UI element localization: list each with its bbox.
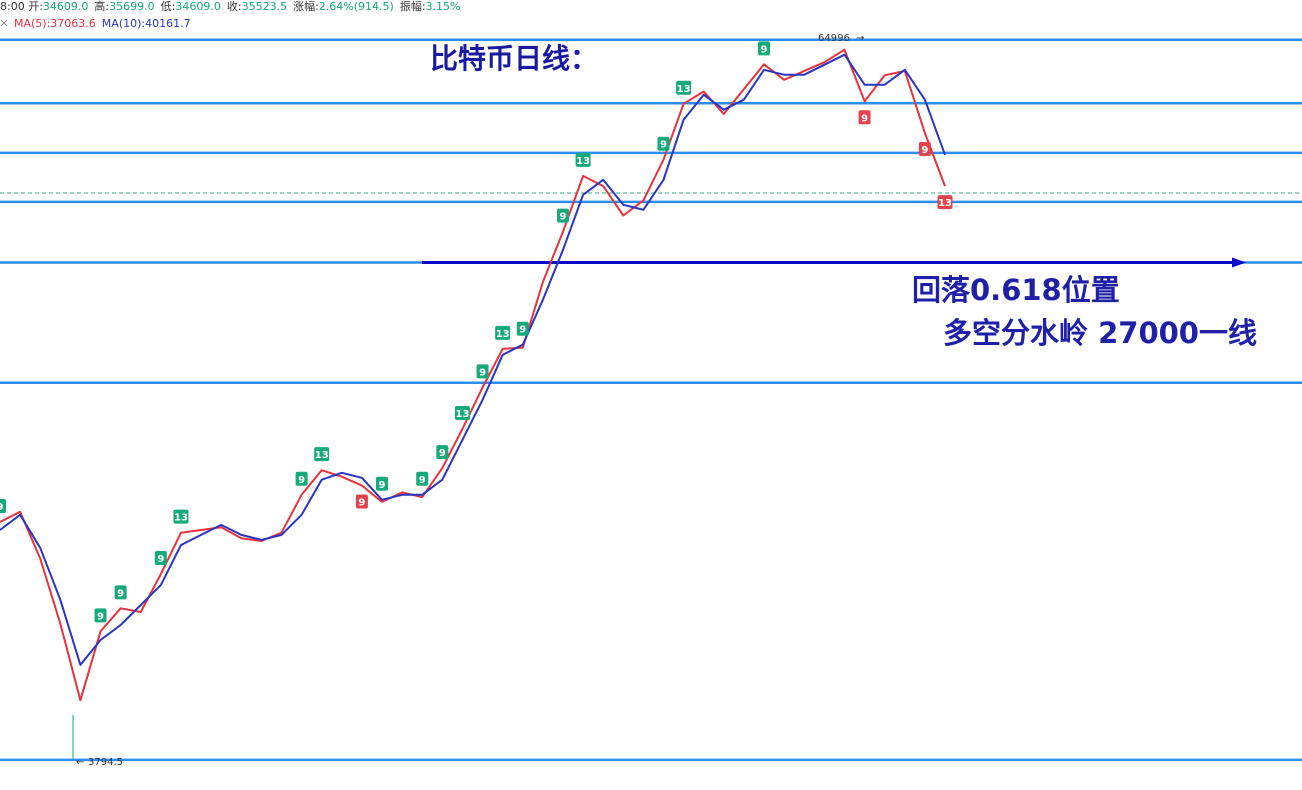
info-bar: 8:00 开:34609.0 高:35699.0 低:34609.0 收:35523.…: [0, 0, 467, 13]
info-label: 开:: [28, 0, 43, 13]
signal-label: 9: [0, 502, 4, 513]
signal-label: 9: [761, 44, 768, 55]
signal-box: [556, 208, 569, 223]
signal-marker: 9: [858, 110, 871, 125]
signal-label: 9: [419, 475, 426, 486]
info-value: 34609.0: [175, 0, 221, 13]
signal-label: 9: [519, 325, 526, 336]
info-label: 振幅:: [399, 0, 426, 13]
close-icon: [0, 19, 8, 27]
signal-marker: 13: [937, 195, 953, 210]
annotation: 多空分水岭 27000一线: [943, 316, 1257, 350]
signal-label: 9: [439, 448, 446, 459]
legend: MA(5):37063.6 MA(10):40161.7: [14, 17, 197, 30]
signal-marker: 9: [758, 41, 771, 56]
signal-box: [918, 142, 931, 157]
signal-marker: 9: [416, 471, 429, 486]
signal-label: 9: [97, 611, 104, 622]
signal-box: [0, 499, 6, 514]
signal-box: [295, 471, 308, 486]
signal-marker: 13: [314, 447, 330, 462]
high-label: 64996: [818, 33, 850, 44]
arrow-head: [1232, 257, 1246, 268]
info-label: 低:: [160, 0, 176, 13]
signal-box: [758, 41, 771, 56]
legend-entry: MA(5):37063.6: [14, 17, 96, 30]
signal-label: 13: [496, 329, 510, 340]
signal-marker: 9: [476, 364, 489, 379]
time: 8:00: [0, 0, 25, 13]
signal-label: 9: [559, 212, 566, 223]
signal-marker: 9: [556, 208, 569, 223]
signal-box: [676, 80, 692, 95]
low-label: 3794.5: [88, 757, 123, 768]
signal-label: 13: [576, 156, 590, 167]
signal-marker: 13: [575, 152, 591, 167]
signal-marker: 9: [295, 471, 308, 486]
info-value: 35699.0: [109, 0, 155, 13]
low-arrow: ←: [76, 757, 84, 768]
signal-box: [114, 585, 127, 600]
signal-marker: 9: [154, 551, 167, 566]
signal-box: [376, 476, 389, 491]
info-label: 收:: [226, 0, 242, 13]
signal-label: 9: [157, 554, 164, 565]
ma-line: [0, 48, 946, 702]
signal-box: [495, 325, 511, 340]
legend-entry: MA(10):40161.7: [101, 17, 191, 30]
signal-label: 9: [479, 367, 486, 378]
ma-line: [0, 53, 946, 666]
signal-marker: 9: [516, 321, 529, 336]
signal-marker: 13: [173, 509, 189, 524]
signal-marker: 9: [657, 136, 670, 151]
signal-box: [575, 152, 591, 167]
info-value: 2.64%(914.5): [318, 0, 394, 13]
high-arrow: →: [856, 33, 864, 44]
signal-box: [858, 110, 871, 125]
signal-box: [416, 471, 429, 486]
signal-box: [355, 494, 368, 509]
signal-label: 13: [455, 409, 469, 420]
signal-box: [154, 551, 167, 566]
signal-box: [94, 608, 107, 623]
signal-box: [937, 195, 953, 210]
info-value: 35523.5: [241, 0, 288, 13]
signal-box: [436, 445, 449, 460]
chart-title: 比特币日线：: [430, 42, 598, 75]
signal-label: 9: [379, 480, 386, 491]
signal-label: 9: [298, 475, 305, 486]
signal-label: 13: [174, 513, 188, 524]
signal-box: [173, 509, 189, 524]
signal-marker: 13: [454, 405, 470, 420]
signal-marker: 13: [495, 325, 511, 340]
signal-label: 9: [921, 145, 928, 156]
signal-label: 13: [938, 198, 952, 209]
annotation: 回落0.618位置: [912, 273, 1120, 307]
signal-label: 9: [861, 113, 868, 124]
signal-marker: 9: [94, 608, 107, 623]
signal-label: 9: [358, 498, 365, 509]
signal-box: [657, 136, 670, 151]
signal-marker: 9: [114, 585, 127, 600]
info-label: 高:: [94, 0, 110, 13]
signal-label: 9: [660, 140, 667, 151]
signal-label: 13: [677, 84, 691, 95]
info-value: 3.15%: [425, 0, 461, 13]
signal-marker: 9: [918, 142, 931, 157]
signal-marker: 13: [676, 80, 692, 95]
signal-marker: 9: [0, 499, 6, 513]
signal-marker: 9: [376, 476, 389, 491]
signal-box: [454, 405, 470, 420]
signal-marker: 9: [355, 494, 368, 509]
signal-marker: 9: [436, 445, 449, 460]
signal-label: 13: [315, 450, 329, 461]
signal-box: [476, 364, 489, 379]
signal-box: [314, 447, 330, 462]
info-label: 涨幅:: [293, 0, 319, 13]
signal-box: [516, 321, 529, 336]
signal-label: 9: [117, 588, 124, 599]
info-value: 34609.0: [42, 0, 89, 13]
